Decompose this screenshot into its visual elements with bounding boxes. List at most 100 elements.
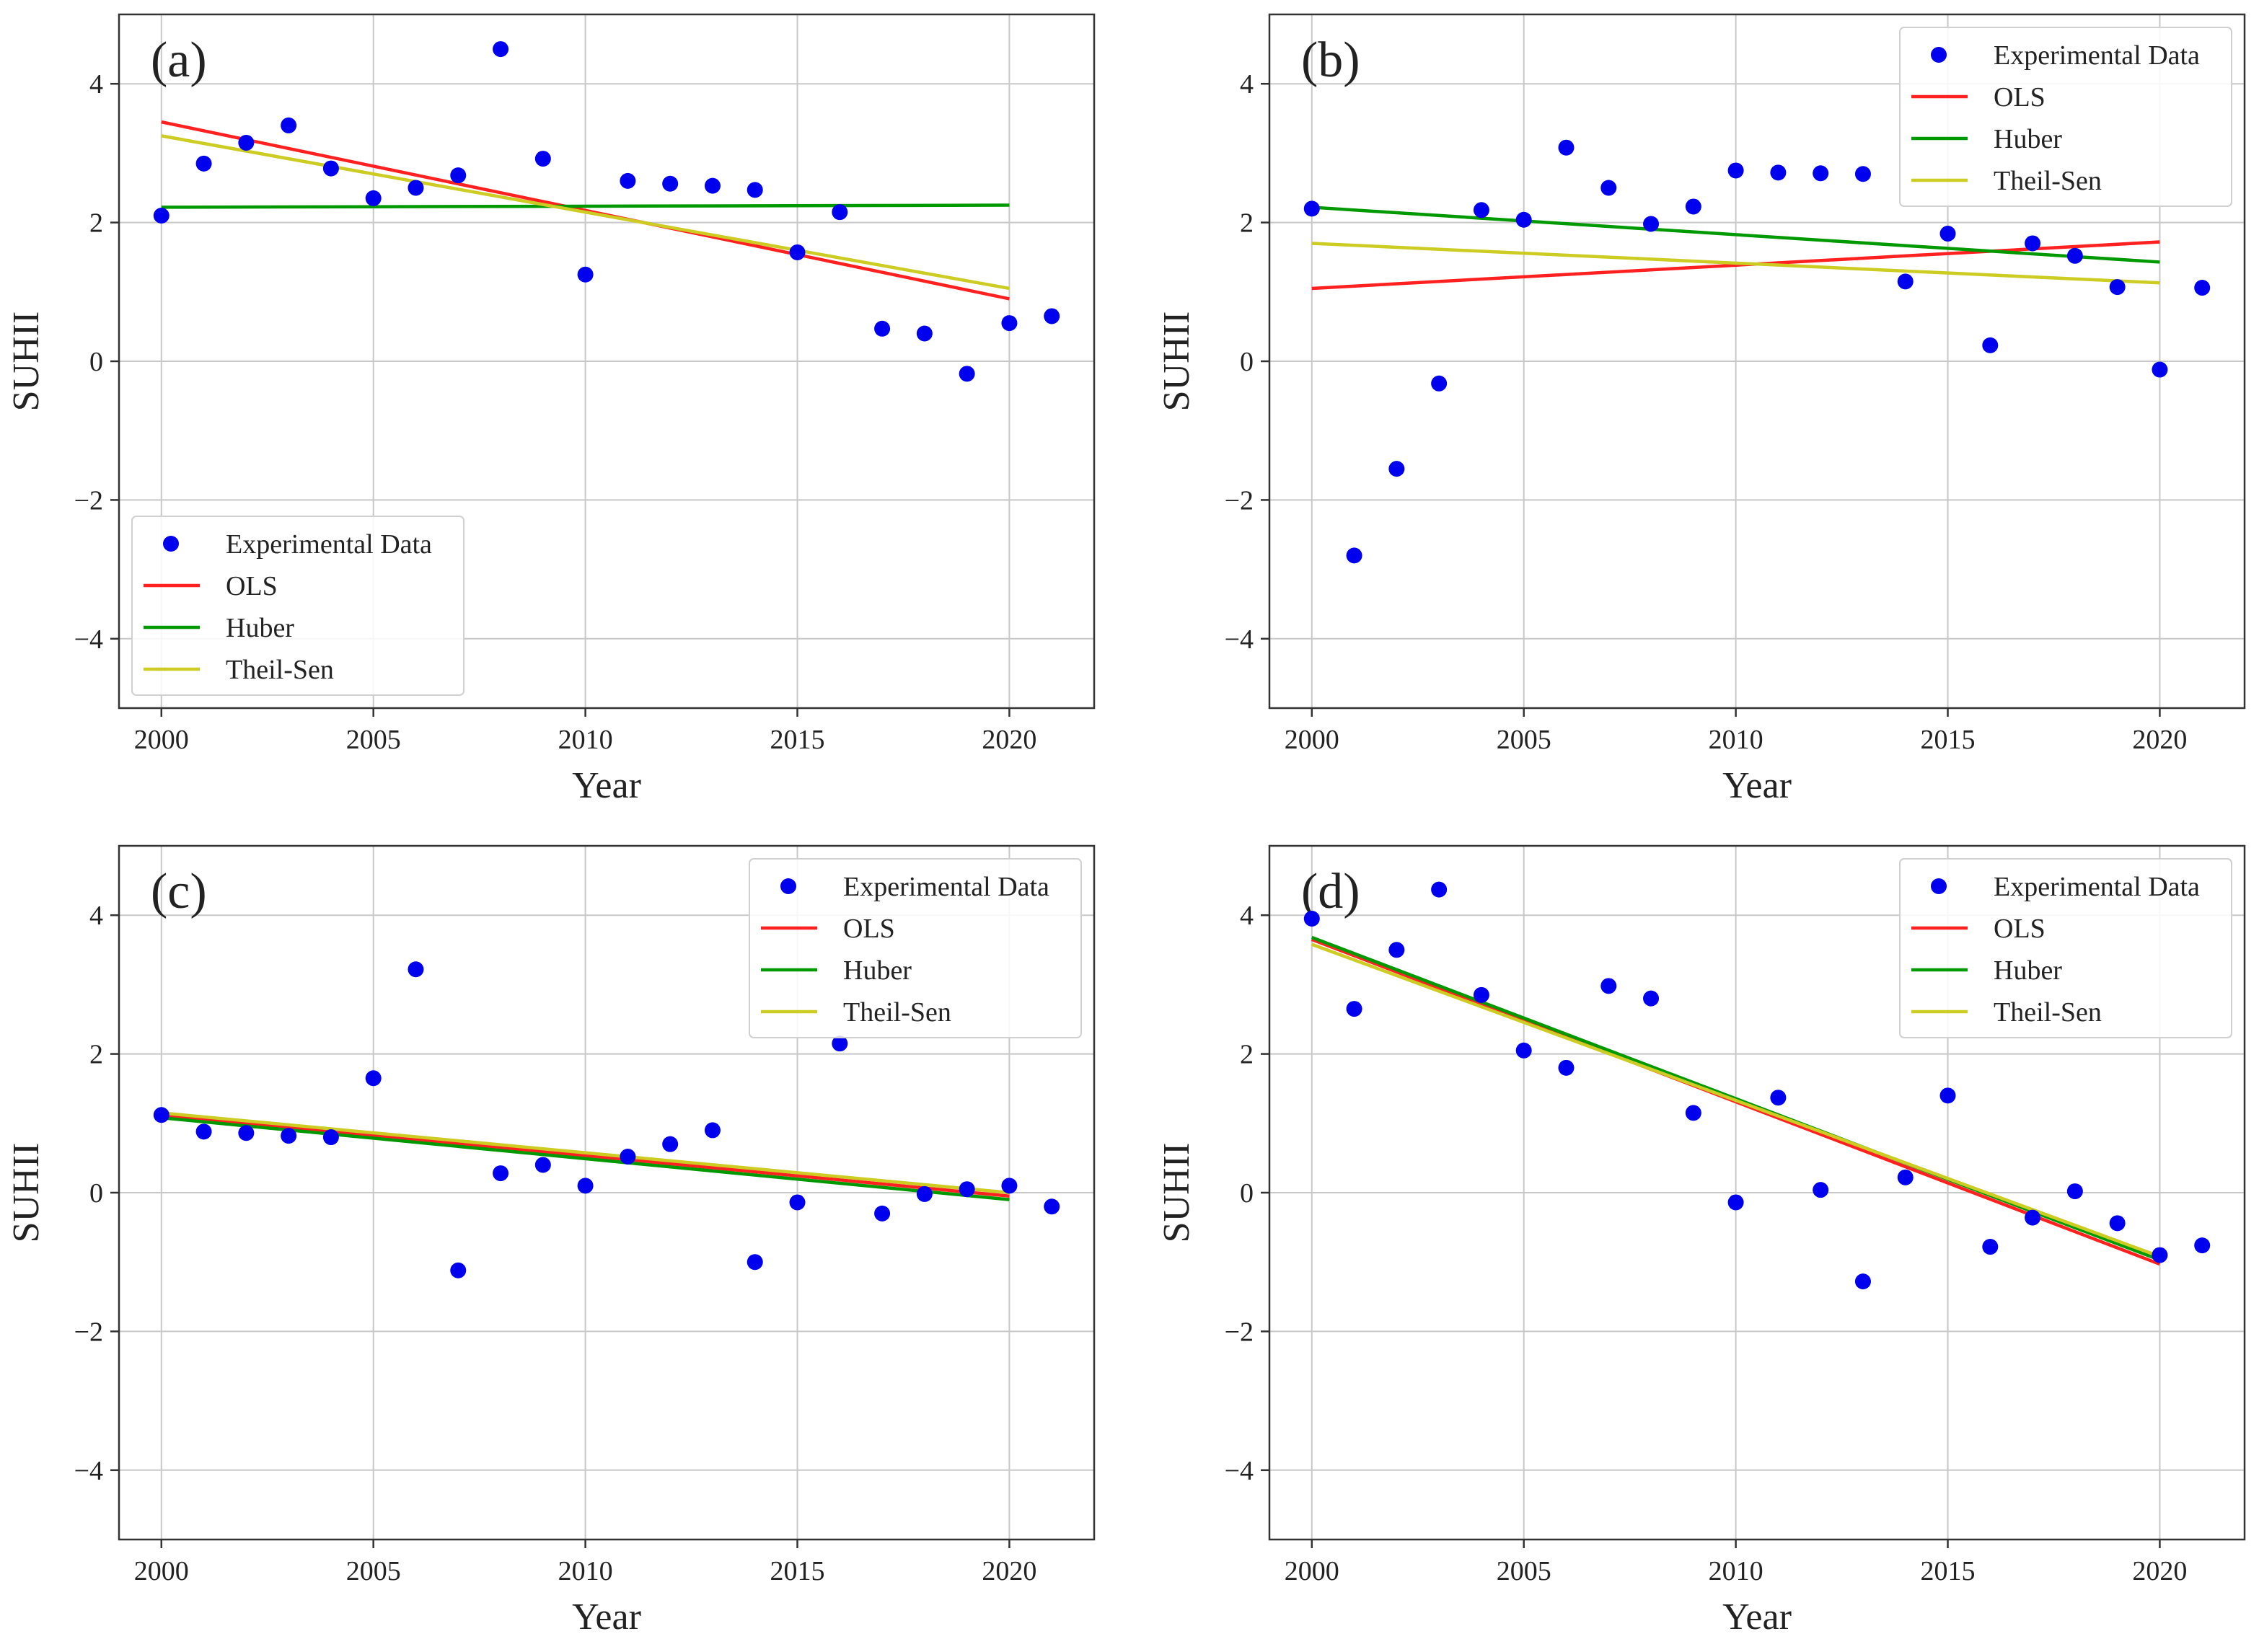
- data-point: [1939, 225, 1956, 242]
- data-point: [450, 1262, 467, 1278]
- data-point: [1388, 461, 1405, 477]
- data-point: [2152, 361, 2168, 378]
- panel-label: (d): [1301, 864, 1360, 919]
- data-point: [662, 1136, 679, 1152]
- legend-label: Huber: [843, 955, 912, 986]
- x-tick-label: 2020: [2132, 1556, 2187, 1586]
- y-axis-label: SUHII: [1156, 1143, 1197, 1243]
- data-point: [620, 172, 636, 189]
- legend: Experimental Data OLS Huber Theil-Sen: [749, 858, 1082, 1038]
- data-point: [365, 190, 382, 206]
- legend: Experimental Data OLS Huber Theil-Sen: [131, 516, 464, 696]
- legend-label: OLS: [1994, 82, 2046, 112]
- data-point: [916, 325, 933, 342]
- data-point: [1813, 1182, 1829, 1198]
- data-point: [1770, 164, 1787, 181]
- data-point: [1388, 942, 1405, 958]
- huber-fit-line: [161, 1116, 1010, 1201]
- data-point: [1727, 162, 1744, 179]
- data-point: [1685, 1105, 1701, 1121]
- x-tick-label: 2000: [1285, 1556, 1339, 1586]
- data-point: [322, 160, 339, 177]
- y-axis-label: SUHII: [1156, 312, 1197, 412]
- legend-marker-data: [780, 878, 796, 894]
- legend: Experimental Data OLS Huber Theil-Sen: [1899, 27, 2232, 207]
- data-point: [1643, 216, 1660, 232]
- ols-fit-line: [161, 120, 1010, 301]
- legend-label: OLS: [843, 914, 895, 944]
- data-point: [1431, 881, 1448, 898]
- y-tick-label: 4: [89, 69, 103, 100]
- legend-box: [749, 858, 1082, 1038]
- data-point: [1515, 1042, 1532, 1059]
- data-point: [1044, 1198, 1060, 1215]
- legend-label: OLS: [226, 571, 278, 601]
- y-tick-label: 0: [1240, 347, 1254, 377]
- x-tick-label: 2005: [1497, 725, 1551, 755]
- chart-panel-c: 2000 2005 2010 2015 2020 4 2 0 −2 −4 Year SUHII (c) E…: [6, 844, 1096, 1638]
- y-tick-label: 2: [89, 208, 103, 239]
- data-point: [959, 1181, 975, 1198]
- x-tick-label: 2000: [134, 1556, 189, 1586]
- x-tick-label: 2010: [558, 1556, 613, 1586]
- x-tick-label: 2015: [1921, 725, 1976, 755]
- data-point: [1685, 198, 1701, 215]
- y-tick-label: −2: [1225, 485, 1254, 516]
- data-point: [1515, 211, 1532, 228]
- legend-label: Huber: [1994, 124, 2062, 154]
- y-tick-label: 2: [89, 1040, 103, 1070]
- x-tick-label: 2000: [134, 725, 189, 755]
- data-point: [1982, 337, 1999, 353]
- data-point: [534, 1157, 551, 1173]
- data-point: [1854, 1273, 1871, 1290]
- data-point: [747, 1254, 763, 1271]
- data-point: [1473, 986, 1489, 1003]
- data-point: [1558, 139, 1575, 156]
- y-axis-label: SUHII: [6, 312, 47, 412]
- chart-panel-b: 2000 2005 2010 2015 2020 4 2 0 −2 −4 Year SUHII (b) E…: [1156, 13, 2246, 806]
- x-tick-label: 2005: [1497, 1556, 1551, 1586]
- x-axis-label: Year: [1722, 1596, 1792, 1638]
- data-point: [153, 1107, 169, 1123]
- data-point: [365, 1070, 382, 1087]
- chart-panel-d: 2000 2005 2010 2015 2020 4 2 0 −2 −4 Year SUHII (d) E…: [1156, 844, 2246, 1638]
- data-point: [1346, 1001, 1362, 1017]
- data-point: [620, 1148, 636, 1165]
- data-point: [1558, 1059, 1575, 1076]
- data-point: [450, 167, 467, 184]
- data-point: [874, 320, 891, 337]
- data-point: [874, 1205, 891, 1222]
- theil-sen-fit-line: [1311, 242, 2160, 285]
- panel-label: (b): [1301, 32, 1360, 88]
- legend: Experimental Data OLS Huber Theil-Sen: [1899, 858, 2232, 1038]
- data-point: [832, 1035, 848, 1052]
- data-point: [2194, 280, 2211, 296]
- legend-label: Theil-Sen: [843, 997, 951, 1028]
- data-point: [408, 961, 424, 978]
- y-tick-label: −4: [74, 1456, 103, 1486]
- x-tick-label: 2000: [1285, 725, 1339, 755]
- data-point: [1897, 273, 1914, 290]
- y-axis-label: SUHII: [6, 1143, 47, 1243]
- data-point: [408, 180, 424, 196]
- data-point: [1600, 978, 1617, 994]
- data-point: [493, 41, 509, 58]
- data-point: [2025, 235, 2041, 252]
- legend-box: [1899, 27, 2232, 207]
- y-tick-label: −2: [74, 485, 103, 516]
- legend-marker-data: [1931, 47, 1947, 63]
- data-point: [238, 134, 255, 151]
- x-tick-label: 2010: [558, 725, 613, 755]
- data-point: [1346, 547, 1362, 564]
- data-point: [534, 151, 551, 167]
- data-point: [322, 1129, 339, 1146]
- x-axis-label: Year: [572, 1596, 641, 1638]
- legend-label: Theil-Sen: [1994, 997, 2102, 1028]
- huber-fit-line: [1311, 935, 2161, 1262]
- y-tick-label: 0: [89, 347, 103, 377]
- data-point: [2109, 1215, 2126, 1232]
- data-point: [238, 1125, 255, 1141]
- data-point: [1939, 1087, 1956, 1104]
- panel-label: (c): [151, 864, 207, 919]
- data-point: [2066, 1183, 2083, 1200]
